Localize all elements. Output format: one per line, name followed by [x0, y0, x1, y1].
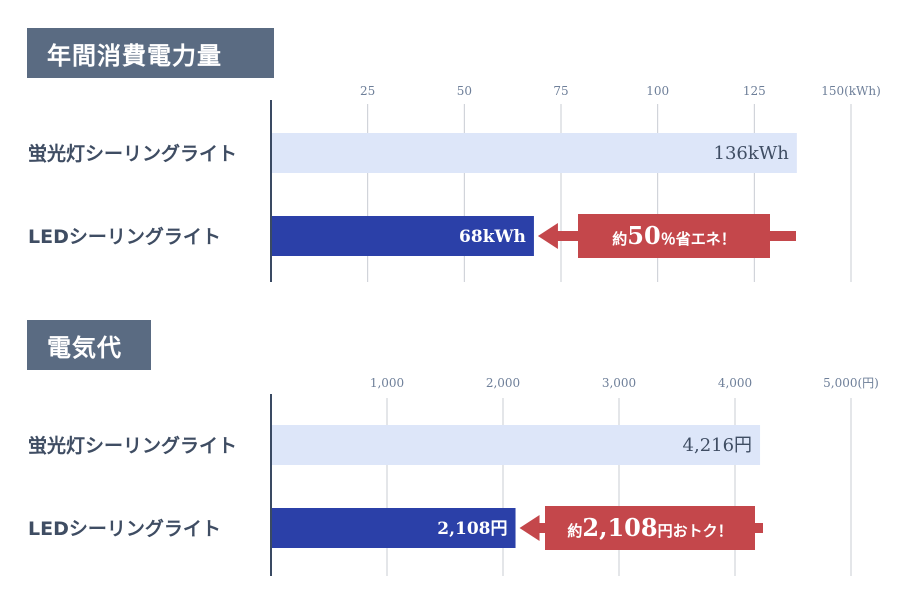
tick-label: 4,000 [718, 376, 752, 390]
callout-arrow-shaft [535, 523, 545, 533]
tick-label: 125 [743, 84, 766, 98]
tick-label: 75 [553, 84, 568, 98]
callout-text: 約2,108円おトク！ [567, 513, 732, 542]
tick-label: 3,000 [602, 376, 636, 390]
callout-box [578, 214, 770, 258]
callout-arrow-head [519, 515, 540, 541]
section-title-cost: 電気代 [27, 320, 151, 370]
data-label: 2,108円 [437, 519, 507, 539]
data-label: 68kWh [459, 227, 526, 247]
tick-label: 1,000 [370, 376, 404, 390]
callout-box [545, 506, 755, 550]
data-label: 136kWh [714, 143, 790, 164]
callout-tail [755, 523, 763, 533]
tick-label: 100 [646, 84, 669, 98]
callout-text: 約50％省エネ！ [612, 221, 735, 250]
tick-label: 5,000(円) [823, 376, 879, 390]
bar [271, 508, 516, 548]
bar [271, 133, 797, 173]
tick-label: 50 [457, 84, 472, 98]
callout-arrow-shaft [553, 231, 578, 241]
callout-tail [770, 231, 796, 241]
callout-arrow-head [537, 223, 558, 249]
category-label: 蛍光灯シーリングライト [28, 142, 237, 165]
category-label: LEDシーリングライト [28, 517, 221, 540]
data-label: 4,216円 [683, 435, 753, 456]
category-label: 蛍光灯シーリングライト [28, 434, 237, 457]
tick-label: 25 [360, 84, 375, 98]
section-title-power: 年間消費電力量 [27, 28, 274, 78]
tick-label: 150(kWh) [821, 84, 881, 98]
bar [271, 216, 534, 256]
tick-label: 2,000 [486, 376, 520, 390]
category-label: LEDシーリングライト [28, 225, 221, 248]
bar [271, 425, 761, 465]
